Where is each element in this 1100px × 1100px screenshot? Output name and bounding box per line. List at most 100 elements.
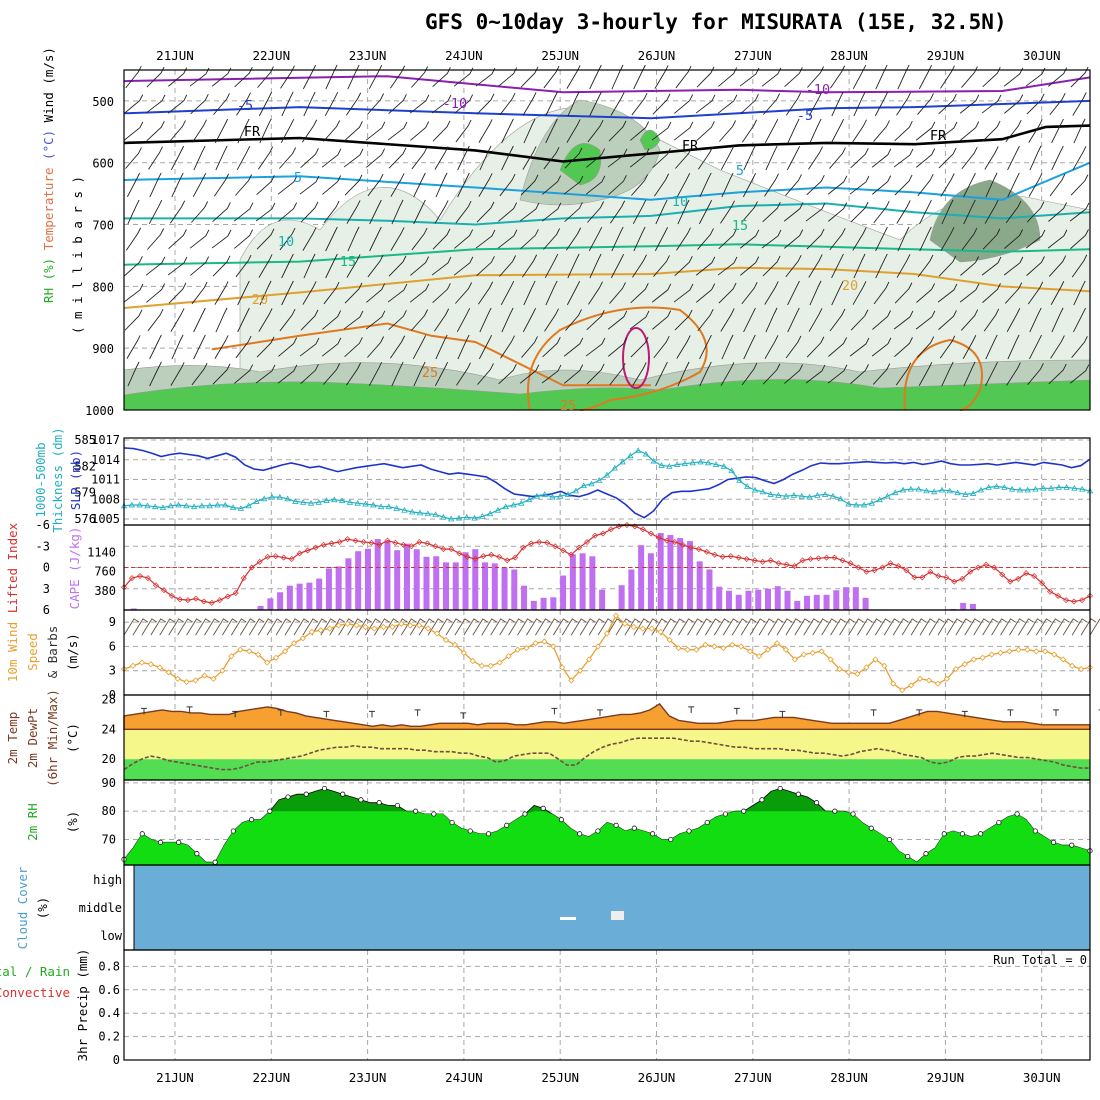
- cape-bar: [813, 594, 820, 610]
- rh2m-point: [868, 825, 874, 831]
- wind-barb: [457, 145, 470, 171]
- wind-barb-10m: [633, 618, 650, 636]
- temp-ylabel-2: 2m DewPt: [25, 708, 40, 768]
- wind-barb: [938, 255, 957, 277]
- wind-barb: [896, 92, 911, 116]
- rh2m-point: [194, 851, 200, 857]
- wind-barb: [762, 363, 781, 385]
- wind-barb: [982, 283, 1001, 303]
- wind-barb: [916, 283, 935, 303]
- wind-barb: [675, 65, 692, 89]
- thickness-ylabel-2-part: Thickness (dm): [50, 427, 65, 532]
- rh2m-ylabel-part: 2m RH: [25, 803, 40, 841]
- thickness-point: [907, 485, 915, 492]
- thickness-point: [377, 503, 385, 510]
- wind-speed-point: [335, 622, 342, 629]
- lifted-index-point: [735, 554, 742, 561]
- wind-barb: [763, 93, 781, 115]
- wind-speed-point: [460, 649, 467, 656]
- rh2m-point: [1014, 811, 1020, 817]
- wind-barb: [543, 228, 561, 250]
- wind-barb: [523, 280, 536, 306]
- wind-speed-point: [487, 662, 494, 669]
- wind-barb: [411, 227, 428, 251]
- wind-barb: [765, 307, 778, 333]
- wind-barb: [564, 202, 583, 223]
- wind-barb: [1027, 363, 1044, 385]
- wind-speed-point: [943, 675, 950, 682]
- wind-barb-10m: [1053, 618, 1070, 636]
- wind-barb: [608, 120, 627, 142]
- wind-speed-point: [264, 659, 271, 666]
- maxmin-bar: [141, 707, 147, 715]
- wind-barb: [499, 173, 516, 197]
- wind-barb: [721, 334, 734, 360]
- wind-barb: [300, 364, 319, 385]
- cape-bar: [725, 590, 732, 610]
- isotherm-25-loop: [527, 306, 708, 411]
- thickness-point: [1024, 486, 1031, 493]
- wind-barb: [325, 226, 338, 252]
- cape-bar: [716, 586, 723, 610]
- lifted-index-point: [360, 539, 367, 545]
- lifted-index-point: [695, 546, 702, 553]
- wind-barb: [500, 280, 515, 306]
- contour-label: -10: [806, 82, 830, 98]
- wind-barb: [895, 362, 912, 386]
- wind-barb: [457, 334, 470, 360]
- wind-barb: [918, 64, 933, 90]
- wind-barb: [940, 173, 955, 197]
- cloud-ylabel-2-part: (%): [35, 897, 50, 920]
- wind-barb: [589, 64, 602, 90]
- date-label-bottom: 23JUN: [349, 1070, 387, 1085]
- lifted-index-point: [895, 563, 902, 570]
- wind-barb: [1006, 308, 1021, 332]
- wind-barb: [343, 310, 364, 330]
- wind-barb: [805, 202, 826, 222]
- wind-barb: [189, 229, 210, 249]
- rh2m-point: [285, 794, 291, 800]
- upper-ylabel-part: (m/s): [41, 47, 56, 92]
- cape-bar: [443, 562, 449, 610]
- thickness-point: [331, 496, 338, 503]
- lifted-index-point: [304, 547, 311, 554]
- isotherm-25: [211, 322, 651, 387]
- wind-barb: [323, 363, 341, 385]
- thickness-point: [338, 497, 346, 503]
- slp-tick-label: 1008: [91, 492, 120, 506]
- cape-bar: [862, 597, 869, 610]
- wind-barb: [674, 309, 693, 331]
- thickness-point: [159, 504, 167, 510]
- wind-barb-10m: [436, 618, 453, 636]
- wind-barb: [739, 229, 760, 249]
- rh2m-point: [303, 791, 309, 797]
- wind-speed-point: [657, 628, 664, 635]
- wind-barb-10m: [821, 618, 837, 636]
- wind-barb-10m: [1018, 618, 1034, 636]
- wind-barb: [411, 66, 429, 88]
- wind-barb: [277, 175, 298, 195]
- wind-barb: [302, 64, 317, 90]
- wind-speed-point: [863, 664, 870, 671]
- wind-barb: [762, 255, 781, 277]
- wind-speed-point: [505, 653, 512, 660]
- lifted-index-point: [607, 526, 614, 533]
- contour-label: 20: [842, 278, 858, 294]
- cloud-gap: [611, 911, 624, 920]
- contour-label: -5: [797, 108, 813, 124]
- lifted-index-point: [288, 556, 295, 562]
- wind-barb: [960, 309, 979, 331]
- wind-barb: [585, 337, 606, 357]
- thickness-point: [370, 501, 377, 508]
- maxmin-bar: [870, 709, 877, 716]
- maxmin-bar: [1007, 709, 1014, 716]
- wind-barb: [564, 147, 583, 169]
- rh2m-ylabel-2: (%): [65, 811, 80, 834]
- wind-barb: [655, 199, 668, 225]
- wind-barb: [347, 64, 360, 90]
- wind-barb: [544, 308, 559, 332]
- rh2m-point: [413, 808, 419, 814]
- wind-barb-10m: [266, 618, 283, 636]
- wind-barb-10m: [830, 618, 846, 636]
- wind-barb: [280, 65, 295, 89]
